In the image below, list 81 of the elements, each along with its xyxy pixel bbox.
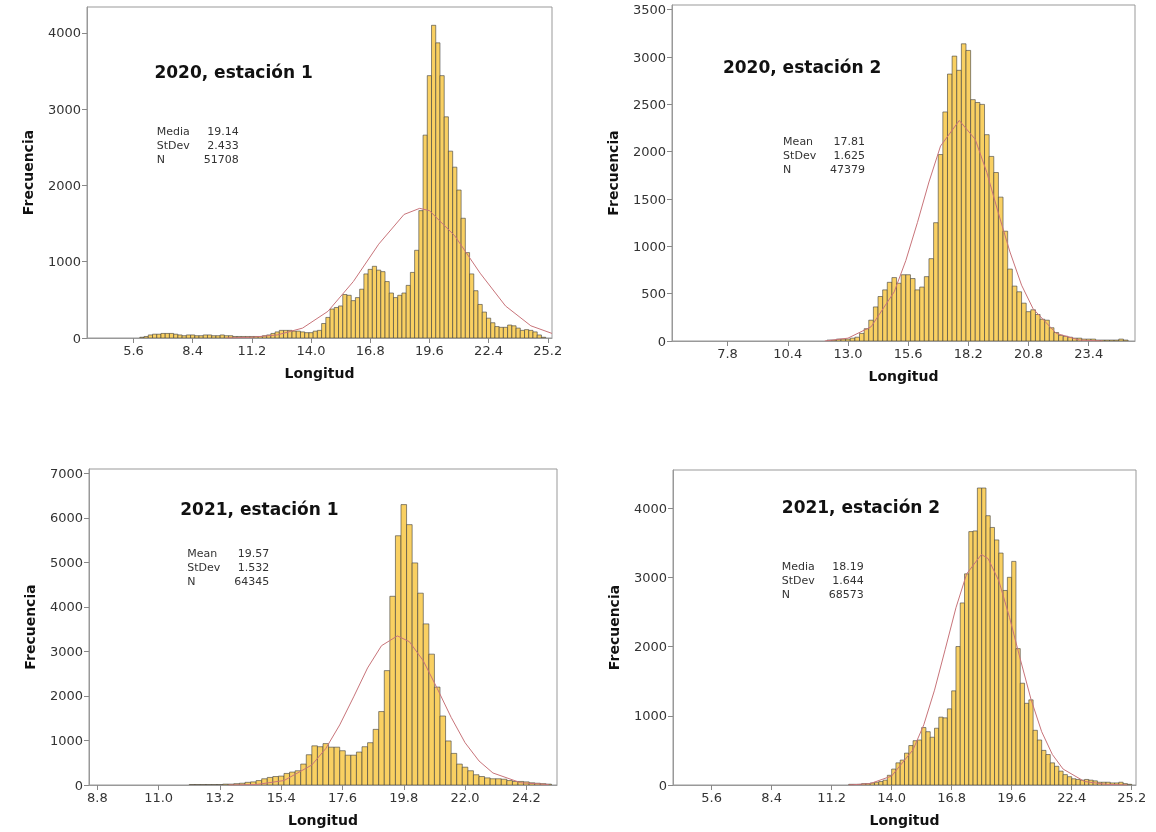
x-tick-label: 20.8: [1014, 346, 1043, 361]
x-tick-label: 25.2: [533, 343, 563, 358]
x-tick-label: 14.0: [296, 343, 326, 358]
x-tick-label: 11.2: [817, 790, 847, 805]
y-axis-title: Frecuencia: [605, 130, 621, 216]
x-tick-label: 14.0: [877, 790, 907, 805]
text: Mean 19.57: [187, 547, 270, 560]
text: StDev 1.644: [781, 574, 864, 588]
y-tick-label: 2000: [49, 688, 83, 704]
y-axis-title: Frecuencia: [22, 584, 38, 670]
y-tick-label: 3000: [49, 643, 83, 659]
x-tick-label: 11.0: [144, 790, 174, 805]
x-tick-label: 24.2: [511, 790, 541, 805]
x-tick-label: 22.4: [474, 343, 504, 358]
y-tick-label: 1000: [47, 254, 81, 270]
y-tick-label: 2000: [633, 639, 667, 655]
x-tick-label: 25.2: [1117, 790, 1147, 805]
x-tick-label: 11.2: [237, 343, 267, 358]
x-tick-label: 8.4: [761, 790, 782, 805]
y-tick-label: 4000: [633, 500, 667, 516]
x-tick-label: 19.6: [997, 790, 1027, 805]
x-axis-title: Longitud: [869, 812, 940, 828]
text: N 64345: [187, 575, 270, 588]
x-axis-title: Longitud: [287, 812, 359, 828]
text: StDev 1.625: [783, 149, 866, 163]
y-tick-label: 2000: [47, 177, 81, 193]
x-tick-label: 18.2: [953, 346, 983, 361]
x-tick-label: 23.4: [1074, 346, 1104, 361]
text: N 51708: [156, 153, 239, 167]
x-axis-title: Longitud: [868, 368, 939, 384]
y-tick-label: 2000: [632, 144, 666, 160]
x-tick-label: 15.6: [893, 346, 923, 361]
x-tick-label: 10.4: [773, 346, 803, 361]
text: StDev 1.532: [187, 561, 270, 574]
x-tick-label: 8.8: [87, 790, 108, 805]
x-axis-title: Longitud: [284, 365, 355, 381]
text: 2021, estación 1: [180, 499, 339, 520]
text: Media 18.19: [781, 560, 864, 574]
x-tick-label: 7.8: [717, 346, 738, 361]
y-tick-label: 1000: [633, 708, 667, 724]
text: 2021, estación 2: [781, 496, 941, 517]
y-tick-label: 1000: [632, 238, 666, 254]
y-tick-label: 3000: [47, 101, 81, 117]
y-tick-label: 1500: [632, 191, 666, 207]
y-tick-label: 3500: [632, 2, 666, 18]
y-tick-label: 3000: [633, 569, 667, 585]
y-tick-label: 0: [658, 777, 667, 793]
x-tick-label: 16.8: [937, 790, 967, 805]
y-tick-label: 6000: [49, 510, 83, 526]
text: N 47379: [783, 163, 866, 177]
x-tick-label: 5.6: [701, 790, 722, 805]
y-tick-label: 1000: [49, 732, 83, 748]
x-tick-label: 19.8: [389, 790, 419, 805]
y-tick-label: 0: [74, 777, 83, 793]
text: N 68573: [781, 588, 864, 602]
x-tick-label: 19.6: [414, 343, 444, 358]
x-tick-label: 8.4: [182, 343, 204, 358]
x-tick-label: 13.2: [205, 790, 235, 805]
y-tick-label: 500: [641, 286, 666, 302]
text: 2020, estación 2: [722, 57, 882, 78]
y-tick-label: 0: [72, 330, 81, 346]
y-tick-label: 4000: [47, 25, 81, 41]
x-tick-label: 16.8: [355, 343, 385, 358]
y-tick-label: 7000: [49, 465, 83, 481]
y-tick-label: 2500: [632, 96, 666, 112]
x-tick-label: 22.0: [450, 790, 480, 805]
y-tick-label: 3000: [632, 49, 666, 65]
y-tick-label: 5000: [49, 554, 83, 570]
x-tick-label: 15.4: [266, 790, 296, 805]
y-tick-label: 4000: [49, 599, 83, 615]
x-tick-label: 5.6: [123, 343, 144, 358]
text: Mean 17.81: [783, 135, 866, 149]
y-axis-title: Frecuencia: [20, 129, 36, 216]
text: Media 19.14: [156, 125, 239, 139]
text: StDev 2.433: [156, 139, 239, 153]
x-tick-label: 22.4: [1057, 790, 1087, 805]
y-axis-title: Frecuencia: [606, 584, 622, 671]
x-tick-label: 13.0: [833, 346, 863, 361]
y-tick-label: 0: [657, 333, 666, 349]
text: 2020, estación 1: [154, 61, 313, 82]
x-tick-label: 17.6: [328, 790, 357, 805]
